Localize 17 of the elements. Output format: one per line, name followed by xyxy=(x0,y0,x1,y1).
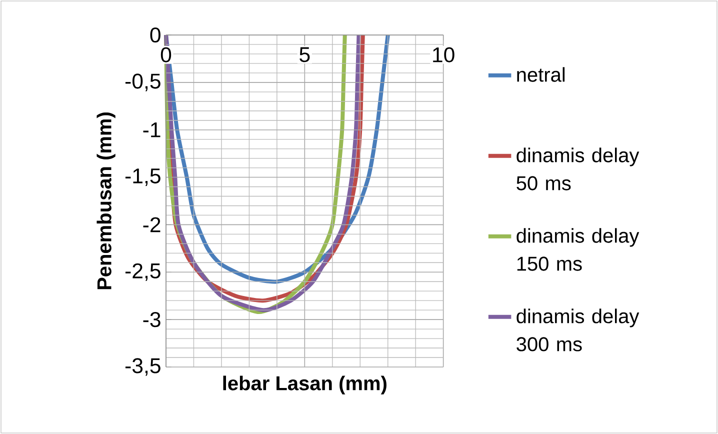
x-tick-label: 10 xyxy=(433,47,454,62)
y-tick-label: -0,5 xyxy=(125,74,160,92)
legend-label: dinamis delay 300 ms xyxy=(516,308,640,352)
x-axis-title: lebar Lasan (mm) xyxy=(223,376,386,394)
y-tick-label: -3 xyxy=(143,312,160,328)
x-tick-label: 0 xyxy=(160,47,172,62)
y-tick-label: -1,5 xyxy=(125,168,160,186)
legend-label: netral xyxy=(517,67,565,82)
y-axis-title: Penembusan (mm) xyxy=(96,112,116,290)
y-tick-label: -2,5 xyxy=(125,263,160,281)
y-tick-label: -1 xyxy=(143,122,160,138)
y-tick-label: -3,5 xyxy=(125,358,160,376)
y-tick-label: 0 xyxy=(150,27,160,43)
legend-label: dinamis delay 150 ms xyxy=(516,228,640,271)
y-tick-label: -2 xyxy=(143,217,160,232)
x-tick-label: 5 xyxy=(300,47,310,62)
legend-label: dinamis delay 50 ms xyxy=(516,148,640,190)
